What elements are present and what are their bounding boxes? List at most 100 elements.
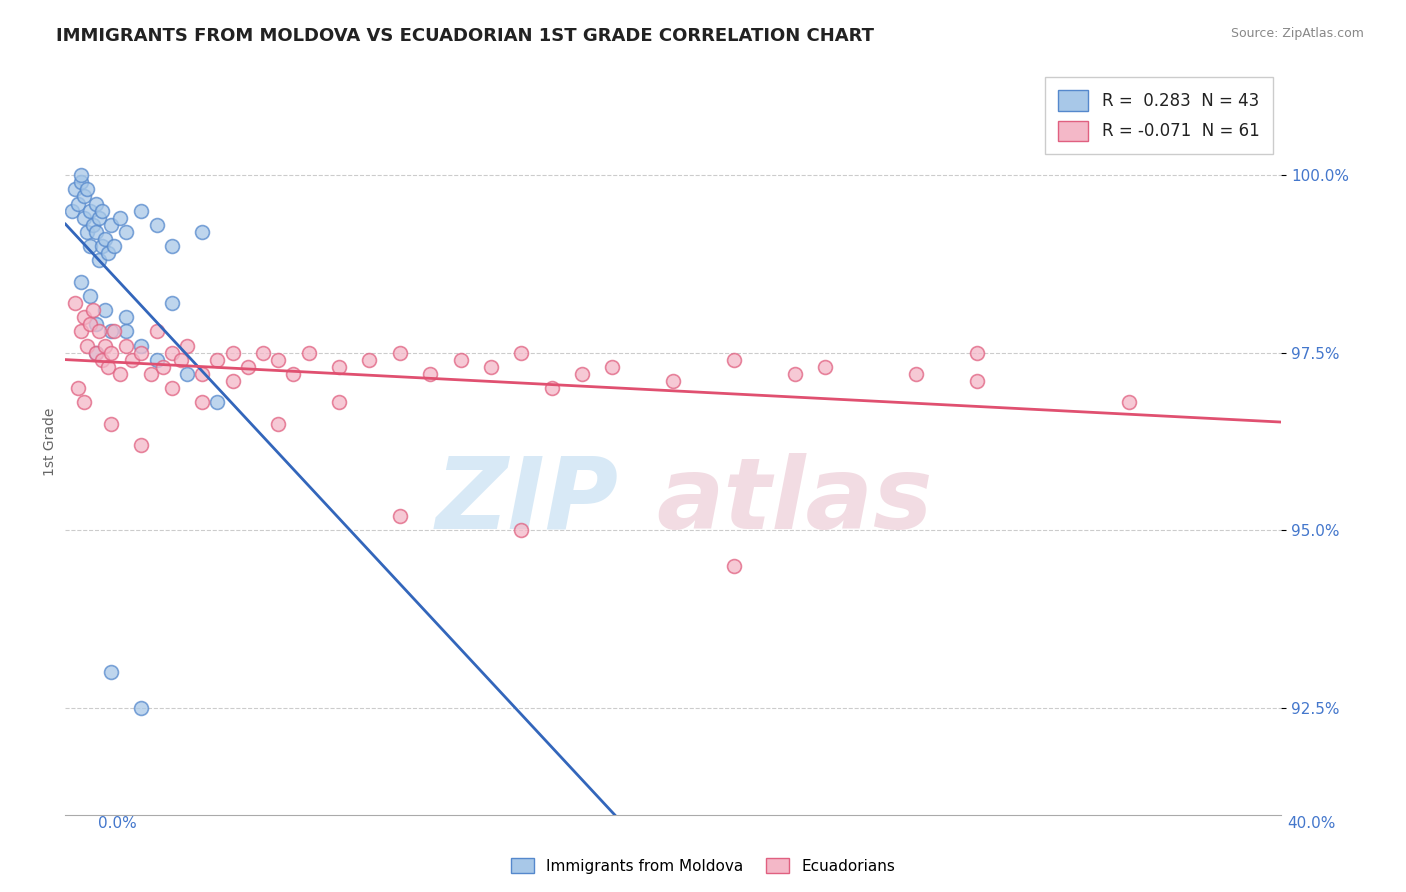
Point — [69, 325, 91, 339]
Point — [69, 175, 91, 189]
Point — [252, 345, 274, 359]
Point — [1118, 395, 1140, 409]
Point — [328, 395, 350, 409]
Point — [73, 395, 96, 409]
Point — [69, 168, 91, 182]
Point — [905, 367, 928, 381]
Point — [90, 203, 112, 218]
Point — [571, 367, 593, 381]
Point — [79, 289, 101, 303]
Point — [176, 367, 198, 381]
Point — [359, 352, 381, 367]
Point — [191, 367, 214, 381]
Point — [510, 345, 533, 359]
Point — [267, 417, 290, 431]
Point — [73, 310, 96, 325]
Point — [87, 253, 110, 268]
Point — [100, 345, 122, 359]
Point — [207, 352, 229, 367]
Point — [602, 359, 624, 374]
Point — [97, 359, 120, 374]
Point — [176, 338, 198, 352]
Point — [267, 352, 290, 367]
Point — [100, 417, 122, 431]
Point — [82, 218, 104, 232]
Point — [108, 367, 131, 381]
Point — [170, 352, 193, 367]
Point — [76, 225, 98, 239]
Point — [76, 338, 98, 352]
Point — [221, 345, 243, 359]
Point — [115, 225, 138, 239]
Text: ZIP: ZIP — [436, 453, 619, 549]
Text: IMMIGRANTS FROM MOLDOVA VS ECUADORIAN 1ST GRADE CORRELATION CHART: IMMIGRANTS FROM MOLDOVA VS ECUADORIAN 1S… — [56, 27, 875, 45]
Point — [419, 367, 441, 381]
Point — [79, 239, 101, 253]
Point — [115, 338, 138, 352]
Point — [79, 318, 101, 332]
Point — [94, 303, 117, 318]
Point — [100, 325, 122, 339]
Point — [66, 196, 89, 211]
Text: Source: ZipAtlas.com: Source: ZipAtlas.com — [1230, 27, 1364, 40]
Point — [160, 296, 183, 310]
Point — [131, 701, 153, 715]
Point — [131, 345, 153, 359]
Point — [160, 345, 183, 359]
Legend: Immigrants from Moldova, Ecuadorians: Immigrants from Moldova, Ecuadorians — [505, 852, 901, 880]
Point — [221, 374, 243, 388]
Point — [103, 325, 125, 339]
Y-axis label: 1st Grade: 1st Grade — [44, 408, 58, 475]
Point — [191, 225, 214, 239]
Point — [115, 310, 138, 325]
Point — [131, 438, 153, 452]
Point — [94, 232, 117, 246]
Point — [152, 359, 174, 374]
Point — [84, 196, 107, 211]
Point — [60, 203, 83, 218]
Point — [139, 367, 162, 381]
Point — [388, 509, 411, 524]
Point — [328, 359, 350, 374]
Point — [723, 558, 745, 573]
Point — [84, 345, 107, 359]
Point — [662, 374, 685, 388]
Point — [84, 318, 107, 332]
Point — [84, 225, 107, 239]
Point — [87, 325, 110, 339]
Legend: R =  0.283  N = 43, R = -0.071  N = 61: R = 0.283 N = 43, R = -0.071 N = 61 — [1045, 77, 1272, 154]
Point — [966, 345, 988, 359]
Point — [76, 182, 98, 196]
Point — [63, 296, 86, 310]
Point — [131, 338, 153, 352]
Point — [100, 665, 122, 680]
Text: 0.0%: 0.0% — [98, 816, 138, 831]
Point — [145, 325, 167, 339]
Point — [479, 359, 502, 374]
Point — [73, 211, 96, 225]
Point — [69, 275, 91, 289]
Point — [73, 189, 96, 203]
Point — [814, 359, 837, 374]
Point — [66, 381, 89, 395]
Text: atlas: atlas — [657, 453, 934, 549]
Point — [388, 345, 411, 359]
Point — [82, 303, 104, 318]
Point — [160, 381, 183, 395]
Point — [121, 352, 143, 367]
Point — [84, 345, 107, 359]
Point — [723, 352, 745, 367]
Point — [131, 203, 153, 218]
Point — [966, 374, 988, 388]
Point — [97, 246, 120, 260]
Point — [87, 211, 110, 225]
Point — [145, 352, 167, 367]
Point — [283, 367, 305, 381]
Point — [100, 218, 122, 232]
Point — [191, 395, 214, 409]
Point — [510, 524, 533, 538]
Point — [540, 381, 562, 395]
Point — [207, 395, 229, 409]
Point — [450, 352, 472, 367]
Point — [145, 218, 167, 232]
